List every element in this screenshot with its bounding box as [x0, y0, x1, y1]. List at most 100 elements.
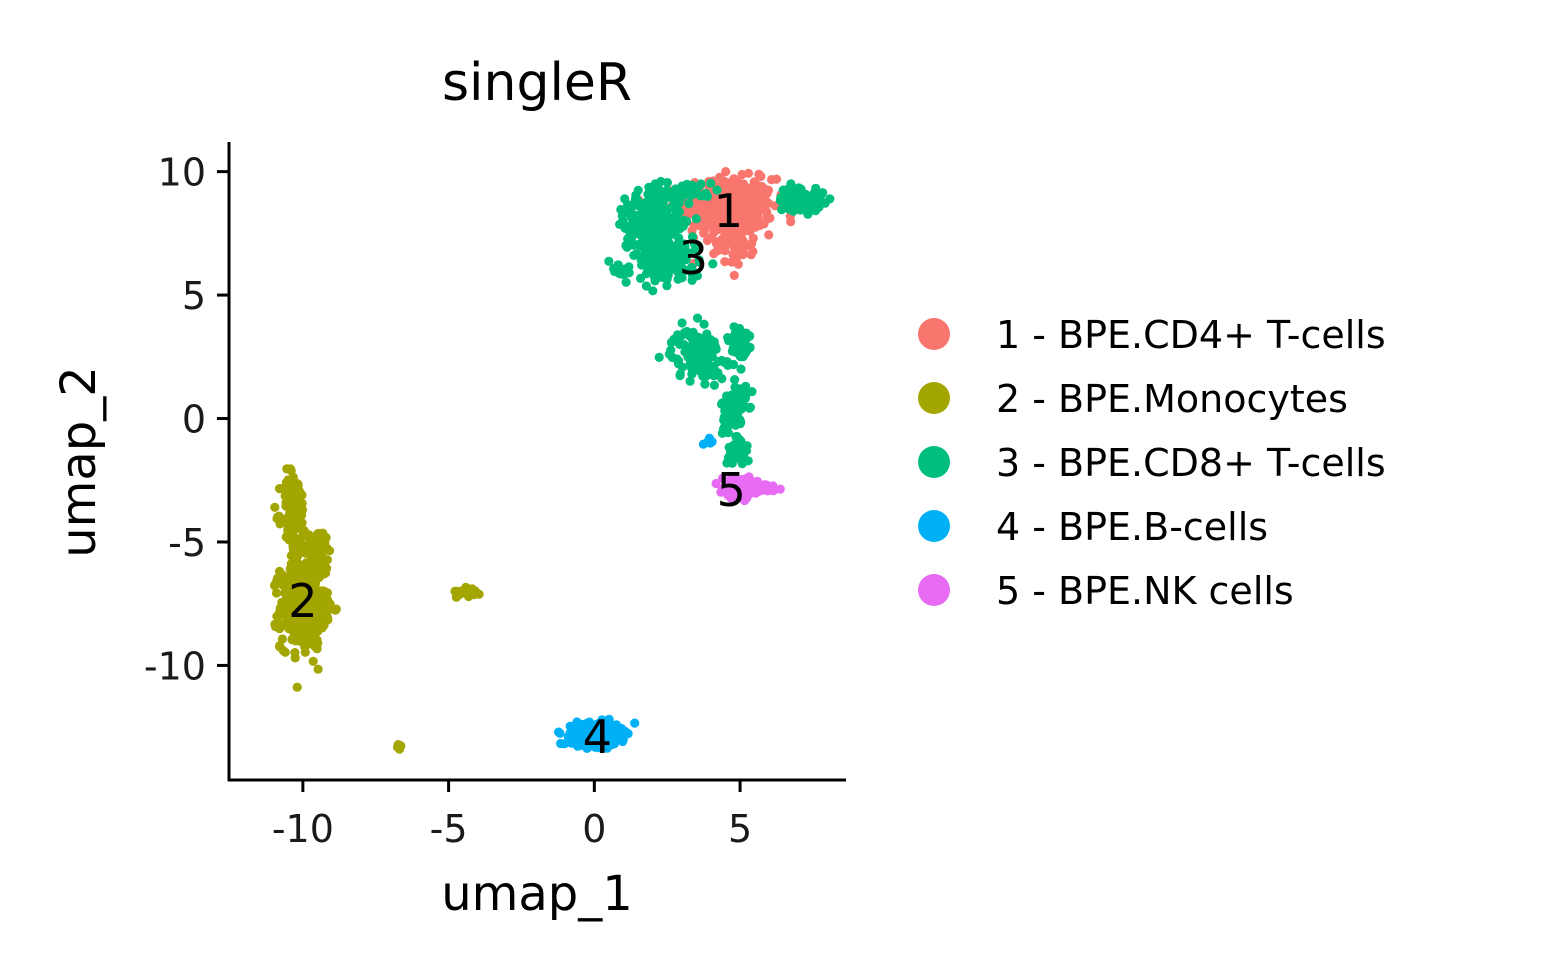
data-point [272, 573, 282, 584]
data-point [629, 250, 639, 260]
data-point [292, 682, 302, 692]
data-point [745, 402, 756, 412]
legend-label: 5 - BPE.NK cells [996, 569, 1294, 613]
data-point [620, 194, 630, 204]
x-tick-label: -5 [430, 807, 468, 851]
data-point [627, 231, 637, 241]
data-point [771, 174, 782, 184]
data-point [698, 439, 709, 449]
cluster-label-5: 5 [717, 463, 746, 517]
data-point [623, 729, 633, 739]
data-point [729, 270, 739, 280]
x-tick-label: 0 [582, 807, 606, 851]
data-point [278, 600, 288, 610]
data-point [764, 230, 774, 240]
data-point [698, 367, 708, 377]
data-point [643, 243, 653, 254]
data-point [796, 203, 806, 213]
data-point [275, 642, 285, 652]
data-point [299, 637, 310, 647]
data-point [650, 276, 660, 286]
data-point [723, 403, 733, 414]
cluster-labels-layer: 1 2 3 4 5 [288, 184, 746, 764]
data-point [716, 196, 726, 206]
data-point [309, 589, 319, 599]
data-point [685, 376, 695, 386]
data-point [738, 492, 748, 502]
data-point [648, 286, 658, 296]
data-point [281, 532, 291, 542]
data-point [709, 364, 719, 374]
data-point [679, 215, 689, 225]
data-point [711, 478, 721, 489]
data-point [629, 215, 639, 225]
cluster-label-1: 1 [714, 184, 743, 238]
data-point [665, 218, 675, 228]
data-point [681, 265, 691, 275]
data-point [759, 219, 769, 229]
data-point [621, 277, 631, 287]
data-point [707, 351, 718, 362]
data-point [669, 334, 679, 344]
data-point [675, 224, 685, 234]
data-point [736, 364, 746, 374]
series-5-points [711, 472, 785, 506]
data-point [271, 588, 282, 598]
data-point [302, 545, 312, 555]
data-point [729, 223, 739, 233]
data-point [712, 205, 723, 215]
data-point [667, 244, 678, 254]
data-point [733, 259, 743, 269]
data-point [736, 241, 746, 251]
data-point [618, 216, 628, 226]
data-point [794, 183, 804, 193]
data-point [720, 257, 730, 267]
data-point [699, 319, 709, 329]
data-point [702, 212, 712, 222]
data-point [555, 728, 565, 739]
data-point [740, 186, 750, 196]
data-point [730, 375, 740, 385]
data-point [726, 390, 737, 400]
y-ticks-layer: 10 5 0 -5 -10 [144, 151, 229, 688]
data-point [754, 205, 765, 215]
data-point [700, 223, 710, 233]
data-point [613, 262, 623, 272]
data-point [323, 605, 334, 615]
data-point [786, 217, 796, 227]
data-point [582, 732, 592, 742]
data-point [653, 202, 664, 212]
data-point [666, 345, 676, 355]
data-point [742, 195, 752, 205]
data-point [632, 195, 643, 206]
data-point [296, 577, 306, 587]
data-point [308, 573, 318, 584]
data-point [622, 264, 632, 274]
data-point [675, 369, 685, 379]
data-point [687, 190, 697, 200]
data-point [689, 239, 700, 249]
legend-swatch [918, 446, 950, 478]
series-3-points [604, 176, 835, 469]
y-tick-label: -10 [144, 644, 206, 688]
data-point [693, 357, 703, 367]
data-point [717, 484, 727, 494]
data-point [308, 561, 318, 571]
data-point [692, 313, 703, 323]
legend-swatch [918, 318, 950, 350]
series-2-points [269, 464, 484, 754]
data-point [614, 726, 624, 736]
data-point [698, 191, 709, 201]
data-point [716, 222, 726, 232]
data-point [711, 344, 721, 354]
data-point [324, 546, 335, 556]
data-point [645, 225, 655, 235]
data-point [293, 551, 303, 561]
data-point [778, 198, 789, 208]
data-point [778, 185, 788, 195]
data-point [672, 210, 682, 220]
data-point [300, 647, 310, 657]
data-point [728, 240, 738, 250]
data-point [654, 352, 664, 362]
